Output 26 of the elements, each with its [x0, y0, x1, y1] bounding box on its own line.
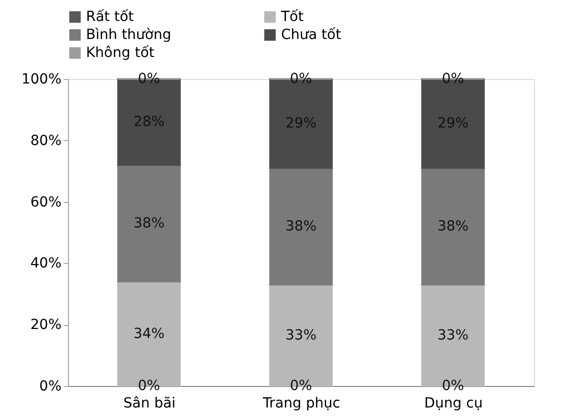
data-label: 38% — [437, 218, 469, 234]
data-label: 38% — [133, 215, 165, 232]
x-tick-label: Dụng cụ — [424, 396, 483, 412]
y-tick-label: 20% — [30, 317, 62, 334]
data-label: 0% — [138, 378, 160, 394]
legend-label: Chưa tốt — [281, 27, 342, 43]
data-label: 29% — [437, 116, 469, 132]
legend-label: Không tốt — [86, 45, 155, 61]
y-tick-label: 0% — [39, 378, 62, 394]
data-label: 38% — [285, 218, 317, 234]
data-label: 33% — [285, 327, 317, 344]
data-label: 29% — [285, 116, 317, 132]
y-tick-label: 40% — [30, 256, 62, 272]
data-label: 34% — [133, 326, 165, 342]
x-tick-label: Sân bãi — [123, 396, 176, 412]
y-tick-label: 100% — [21, 72, 62, 88]
y-tick-label: 60% — [30, 194, 62, 210]
data-label: 0% — [290, 378, 312, 394]
data-label: 33% — [437, 327, 469, 344]
data-label: 28% — [133, 114, 165, 130]
legend-label: Bình thường — [86, 27, 172, 43]
data-label: 0% — [442, 378, 464, 394]
legend-label: Rất tốt — [86, 9, 134, 25]
x-tick-label: Trang phục — [262, 396, 340, 412]
y-tick-label: 80% — [30, 132, 62, 149]
legend-label: Tốt — [280, 9, 304, 25]
